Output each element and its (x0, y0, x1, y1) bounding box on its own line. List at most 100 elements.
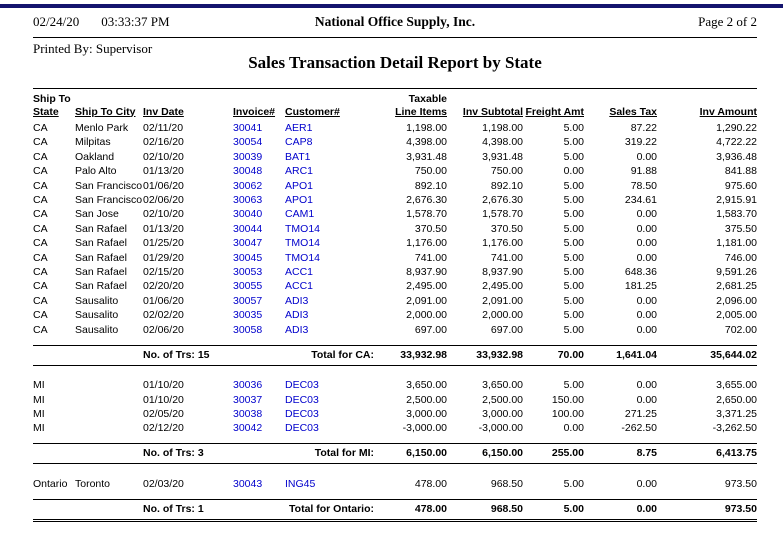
total-line-items: 478.00 (346, 498, 447, 522)
freight-amt-cell: 5.00 (563, 323, 584, 336)
invoice-link[interactable]: 30042 (233, 422, 263, 435)
total-inv-subtotal: 968.50 (447, 498, 523, 522)
state-cell: CA (33, 323, 48, 336)
inv-amount-cell: 3,655.00 (716, 379, 757, 392)
customer-link[interactable]: CAP8 (285, 136, 313, 149)
printed-by-label: Printed By: Supervisor (33, 41, 153, 56)
invoice-link[interactable]: 30063 (233, 194, 263, 207)
customer-link[interactable]: ING45 (285, 477, 316, 490)
spacer-cell (33, 365, 757, 378)
inv-subtotal-cell: 892.10 (490, 179, 523, 192)
inv-date-cell: 02/06/20 (143, 194, 184, 207)
inv-amount-cell: 973.50 (724, 477, 757, 490)
customer-link[interactable]: DEC03 (285, 407, 319, 420)
total-inv-subtotal: 6,150.00 (447, 443, 523, 465)
inv-date-cell: 01/06/20 (143, 179, 184, 192)
transaction-row: CA Sausalito 02/06/20 30058 ADI3 697.00 697.00… (33, 323, 757, 337)
freight-amt-cell: 150.00 (551, 393, 584, 406)
invoice-link[interactable]: 30040 (233, 208, 263, 221)
customer-link[interactable]: ARC1 (285, 165, 314, 178)
inv-subtotal-cell: 1,578.70 (482, 208, 523, 221)
transaction-row: MI 02/05/20 30038 DEC03 3,000.00 3,000.00 100.… (33, 407, 757, 421)
invoice-link[interactable]: 30041 (233, 122, 263, 134)
sales-tax-cell: 78.50 (630, 179, 657, 192)
invoice-link[interactable]: 30047 (233, 237, 263, 250)
spacer-row (33, 365, 757, 378)
line-items-cell: 2,000.00 (406, 309, 447, 322)
invoice-link[interactable]: 30037 (233, 393, 263, 406)
city-cell: San Rafael (75, 222, 127, 235)
customer-link[interactable]: DEC03 (285, 379, 319, 392)
city-cell: Milpitas (75, 136, 111, 149)
inv-subtotal-cell: 2,091.00 (482, 294, 523, 307)
freight-amt-cell: 5.00 (563, 122, 584, 134)
transaction-row: CA San Rafael 02/15/20 30053 ACC1 8,937.90 8,9… (33, 265, 757, 279)
freight-amt-cell: 5.00 (563, 222, 584, 235)
freight-amt-cell: 5.00 (563, 136, 584, 149)
report-table-body: CA Menlo Park 02/11/20 30041 AER1 1,198.00 1,1… (33, 121, 757, 522)
customer-link[interactable]: APO1 (285, 179, 314, 192)
line-items-cell: 478.00 (414, 477, 447, 490)
customer-link[interactable]: ACC1 (285, 266, 314, 279)
line-items-cell: 3,650.00 (406, 379, 447, 392)
customer-link[interactable]: ADI3 (285, 294, 309, 307)
total-sales-tax: 0.00 (584, 498, 657, 522)
invoice-link[interactable]: 30054 (233, 136, 263, 149)
customer-link[interactable]: ADI3 (285, 309, 309, 322)
invoice-link[interactable]: 30039 (233, 150, 263, 163)
invoice-link[interactable]: 30036 (233, 379, 263, 392)
invoice-link[interactable]: 30062 (233, 179, 263, 192)
customer-link[interactable]: DEC03 (285, 393, 319, 406)
invoice-link[interactable]: 30043 (233, 477, 263, 490)
customer-link[interactable]: ADI3 (285, 323, 309, 336)
section-total-label-text: Total for Ontario: (289, 502, 374, 515)
invoice-link[interactable]: 30048 (233, 165, 263, 178)
customer-link[interactable]: DEC03 (285, 422, 319, 435)
customer-link[interactable]: APO1 (285, 194, 314, 207)
invoice-link[interactable]: 30035 (233, 309, 263, 322)
invoice-link[interactable]: 30053 (233, 266, 263, 279)
inv-date-cell: 02/10/20 (143, 208, 184, 221)
inv-subtotal-cell: 2,500.00 (482, 393, 523, 406)
inv-amount-cell: 1,583.70 (716, 208, 757, 221)
state-cell: MI (33, 393, 45, 406)
invoice-link[interactable]: 30057 (233, 294, 263, 307)
freight-amt-cell: 5.00 (563, 194, 584, 207)
invoice-link[interactable]: 30055 (233, 280, 263, 293)
customer-link[interactable]: TMO14 (285, 237, 321, 250)
col-header-line-items: Taxable Line Items (346, 88, 447, 121)
freight-amt-cell: 5.00 (563, 266, 584, 279)
total-freight-amt: 70.00 (523, 344, 584, 366)
customer-link[interactable]: BAT1 (285, 150, 311, 163)
freight-amt-cell: 0.00 (563, 165, 584, 178)
inv-subtotal-cell: 741.00 (490, 251, 523, 264)
line-items-cell: 2,500.00 (406, 393, 447, 406)
col-header-sales-tax: Sales Tax (584, 88, 657, 121)
invoice-link[interactable]: 30044 (233, 222, 263, 235)
section-total-row: No. of Trs: 1 Total for Ontario: 478.00 968… (33, 498, 757, 522)
customer-link[interactable]: TMO14 (285, 222, 321, 235)
customer-link[interactable]: AER1 (285, 122, 313, 134)
invoice-link[interactable]: 30038 (233, 407, 263, 420)
spacer-row (33, 491, 757, 499)
customer-link[interactable]: ACC1 (285, 280, 314, 293)
invoice-link[interactable]: 30045 (233, 251, 263, 264)
line-items-cell: -3,000.00 (402, 422, 447, 435)
state-cell: CA (33, 266, 48, 279)
customer-link[interactable]: TMO14 (285, 251, 321, 264)
city-cell: San Rafael (75, 266, 127, 279)
inv-subtotal-cell: 697.00 (490, 323, 523, 336)
inv-date-cell: 01/06/20 (143, 294, 184, 307)
freight-amt-cell: 0.00 (563, 422, 584, 435)
header-datetime: 02/24/20 03:33:37 PM (33, 14, 315, 30)
invoice-link[interactable]: 30058 (233, 323, 263, 336)
city-cell: San Rafael (75, 251, 127, 264)
inv-amount-cell: 2,096.00 (716, 294, 757, 307)
customer-link[interactable]: CAM1 (285, 208, 315, 221)
inv-date-cell: 01/13/20 (143, 222, 184, 235)
inv-amount-cell: 1,181.00 (716, 237, 757, 250)
freight-amt-cell: 5.00 (563, 237, 584, 250)
state-cell: MI (33, 379, 45, 392)
city-cell: Oakland (75, 150, 115, 163)
sales-tax-cell: 0.00 (636, 222, 657, 235)
